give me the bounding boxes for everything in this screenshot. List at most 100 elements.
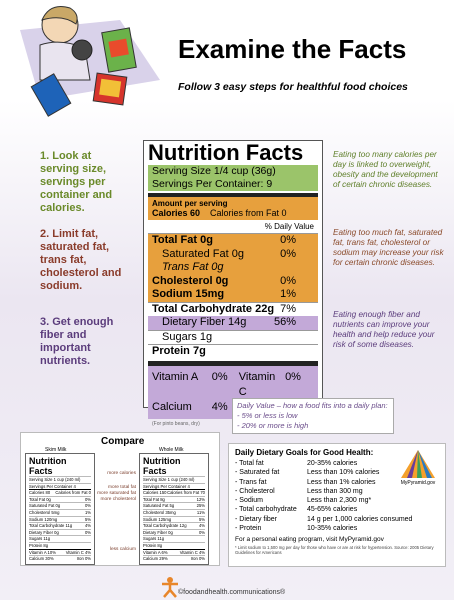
mini-row: Dietary Fiber 0g 0%	[29, 528, 91, 536]
compare-annotation: more saturated fat	[97, 491, 136, 496]
nutrient: Dietary Fiber 14g	[162, 316, 247, 328]
mini-row: Serving Size 1 cup (240 ml)	[29, 476, 91, 483]
mini-nutrient: Calcium 30%	[29, 556, 54, 562]
percent: 7%	[280, 302, 296, 315]
goals-visit: For a personal eating program, visit MyP…	[235, 536, 384, 544]
mini-nutrient: Protein 8g	[143, 542, 163, 548]
goal-row: - Saturated fat Less than 10% calories	[235, 468, 439, 477]
mini-nutrient: Total Fat 0g	[29, 496, 51, 502]
compare-annotation: more total fat	[108, 485, 136, 490]
mini-nutrient: Servings Per Container 4	[29, 483, 76, 489]
mini-value: Iron 0%	[76, 556, 91, 562]
percent: 56%	[273, 316, 296, 328]
mini-value: 1%	[84, 509, 91, 515]
vitamin-name: Vitamin C	[238, 370, 276, 398]
calories-fat: Calories from Fat 0	[210, 208, 287, 218]
mini-row: Total Fat 8g 12%	[143, 495, 205, 503]
compare-annotation: more cholesterol	[100, 497, 136, 502]
nutrient: Total Fat 0g	[152, 234, 213, 246]
goal-target: 10-35% calories	[307, 525, 358, 533]
mini-value: 0%	[84, 529, 91, 535]
mini-row: Vitamin A 10% Vitamin C 4%	[29, 548, 91, 556]
goal-row: - Dietary fiber 14 g per 1,000 calories c…	[235, 515, 439, 524]
mini-value: 0%	[198, 529, 205, 535]
serving-size: Serving Size 1/4 cup (36g)	[152, 165, 276, 177]
mini-value: 4%	[84, 523, 91, 529]
vitamin-value: 4%	[211, 400, 228, 413]
cereal-box	[30, 73, 72, 117]
side-note: Eating too many calories per day is link…	[333, 150, 438, 189]
mini-nutrient: Sodium 120mg	[29, 516, 58, 522]
subtitle: Follow 3 easy steps for healthful food c…	[178, 81, 408, 93]
mini-row: Servings Per Container 4	[143, 482, 205, 490]
mini-row: Cholesterol 35mg 11%	[143, 508, 205, 516]
mini-nutrient: Sugars 11g	[29, 536, 51, 542]
daily-value-box: Daily Value – how a food fits into a dai…	[232, 398, 394, 434]
goal-target: 14 g per 1,000 calories consumed	[307, 515, 413, 523]
mini-nutrient: Servings Per Container 4	[143, 483, 190, 489]
mini-nutrient: Total Fat 8g	[143, 496, 165, 502]
vitamin-name: Vitamin A	[152, 370, 199, 383]
goal-row: - Trans fat Less than 1% calories	[235, 478, 439, 487]
mini-row: Total Carbohydrate 12g 4%	[143, 522, 205, 529]
serving-band: Serving Size 1/4 cup (36g) Servings Per …	[148, 165, 318, 191]
mini-nutrient: Calories 150	[143, 490, 167, 496]
mini-title: Nutrition Facts	[29, 456, 67, 476]
mini-nutrient: Cholesterol 35mg	[143, 509, 176, 515]
goal-nutrient: - Sodium	[235, 497, 264, 505]
pyramid-stripe	[407, 450, 418, 478]
mini-value: 5%	[84, 516, 91, 522]
goal-nutrient: - Total fat	[235, 460, 264, 467]
nutrient: Protein 7g	[152, 345, 206, 357]
calories: Calories 60	[152, 208, 201, 218]
goal-target: 20-35% calories	[307, 460, 358, 467]
label-title: Nutrition Facts	[148, 140, 304, 165]
nutrient: Total Carbohydrate 22g	[152, 302, 275, 315]
nutrient: Sugars 1g	[162, 330, 213, 343]
nutrient: Trans Fat 0g	[162, 261, 224, 273]
mini-nutrient: Vitamin A 6%	[143, 549, 168, 555]
milk-name: Skim Milk	[45, 447, 67, 453]
mini-row: Calories 150 Calories from Fat 70	[143, 489, 205, 496]
label-row: Sugars 1g	[148, 329, 318, 345]
calorie-band: Amount per serving Calories 60 Calories …	[148, 197, 318, 220]
dv-title: Daily Value – how a food fits into a dai…	[237, 401, 388, 410]
goal-nutrient: - Trans fat	[235, 478, 267, 486]
compare-panel: Compare Skim Milk Nutrition Facts Serving …	[20, 432, 220, 566]
mini-value: 5%	[198, 516, 205, 522]
goals-footnote: * Limit sodium to 1,500 mg per day for t…	[235, 545, 434, 556]
mini-value: Iron 0%	[190, 556, 205, 562]
illustration	[20, 6, 160, 117]
mini-row: Sugars 11g	[143, 535, 205, 542]
mini-label: Nutrition Facts Serving Size 1 cup (240 m…	[25, 453, 95, 565]
goals-list: - Total fat 20-35% calories - Saturated fa…	[235, 459, 439, 533]
box-label	[108, 38, 129, 58]
mini-nutrient: Sodium 125mg	[143, 516, 172, 522]
snack-label	[99, 78, 122, 98]
goal-row: - Total fat 20-35% calories	[235, 459, 439, 468]
mini-row: Sugars 11g	[29, 535, 91, 542]
mini-row: Calcium 29% Iron 0%	[143, 555, 205, 562]
mini-value: Vitamin C 4%	[179, 549, 205, 555]
mini-row: Dietary Fiber 0g 0%	[143, 528, 205, 536]
mini-row: Calcium 30% Iron 0%	[29, 555, 91, 562]
mini-row: Saturated Fat 0g 0%	[29, 502, 91, 509]
mini-row: Saturated Fat 5g 25%	[143, 502, 205, 509]
goal-nutrient: - Cholesterol	[235, 487, 275, 495]
mini-row: Protein 8g	[29, 541, 91, 549]
vitamin-name: Calcium	[152, 400, 192, 413]
mini-row: Servings Per Container 4	[29, 482, 91, 490]
mini-nutrient: Cholesterol 5mg	[29, 509, 60, 515]
step: 3. Get enough fiber and important nutrie…	[40, 316, 114, 367]
mini-value: 11%	[196, 509, 205, 515]
mini-nutrient: Calories 80	[29, 490, 51, 496]
percent: 1%	[280, 288, 296, 300]
goals-box: Daily Dietary Goals for Good Health: - T…	[228, 443, 446, 567]
goal-row: - Total carbohydrate 45-65% calories	[235, 505, 439, 514]
mini-row: Sodium 120mg 5%	[29, 515, 91, 523]
mini-nutrient: Calcium 29%	[143, 556, 168, 562]
dv-header: % Daily Value	[148, 220, 318, 234]
vitamin-row: Vitamin A 0% Vitamin C 0%	[148, 370, 318, 400]
goal-nutrient: - Saturated fat	[235, 469, 280, 477]
calorie-row: Calories 60 Calories from Fat 0	[152, 208, 314, 218]
